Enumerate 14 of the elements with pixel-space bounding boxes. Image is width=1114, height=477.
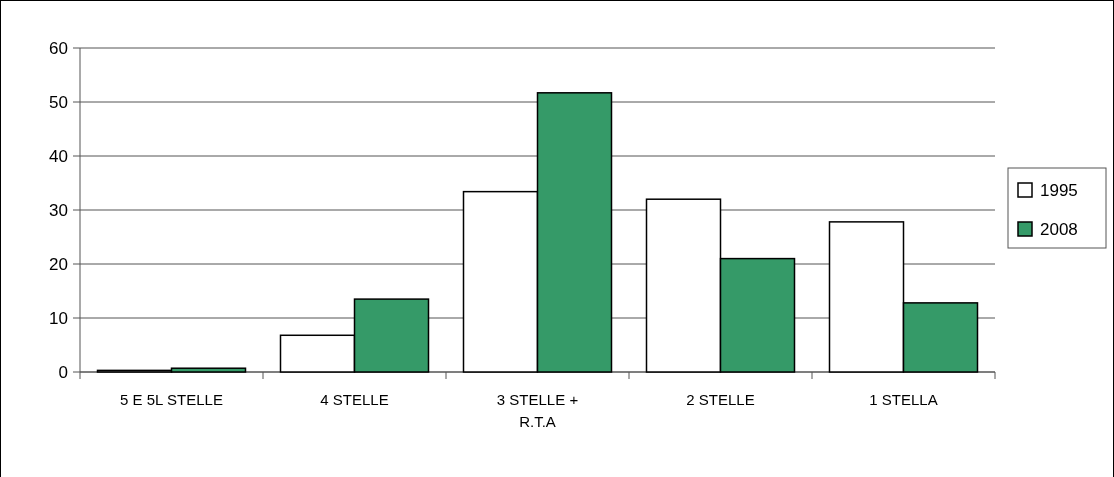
x-tick-label: 3 STELLE + R.T.A [496, 391, 579, 430]
y-tick-label: 0 [58, 362, 68, 382]
y-tick-label: 30 [49, 200, 68, 220]
x-tick-label: 4 STELLE [320, 391, 389, 408]
x-tick-label: 1 STELLA [869, 391, 938, 408]
legend-label: 1995 [1040, 180, 1078, 200]
y-tick-label: 60 [49, 38, 68, 58]
x-tick-label: 5 E 5L STELLE [120, 391, 223, 408]
legend-label: 2008 [1040, 219, 1078, 239]
x-tick-label: 2 STELLE [686, 391, 755, 408]
y-tick-label: 40 [49, 146, 68, 166]
y-tick-label: 10 [49, 308, 68, 328]
y-tick-label: 50 [49, 92, 68, 112]
y-tick-label: 20 [49, 254, 68, 274]
